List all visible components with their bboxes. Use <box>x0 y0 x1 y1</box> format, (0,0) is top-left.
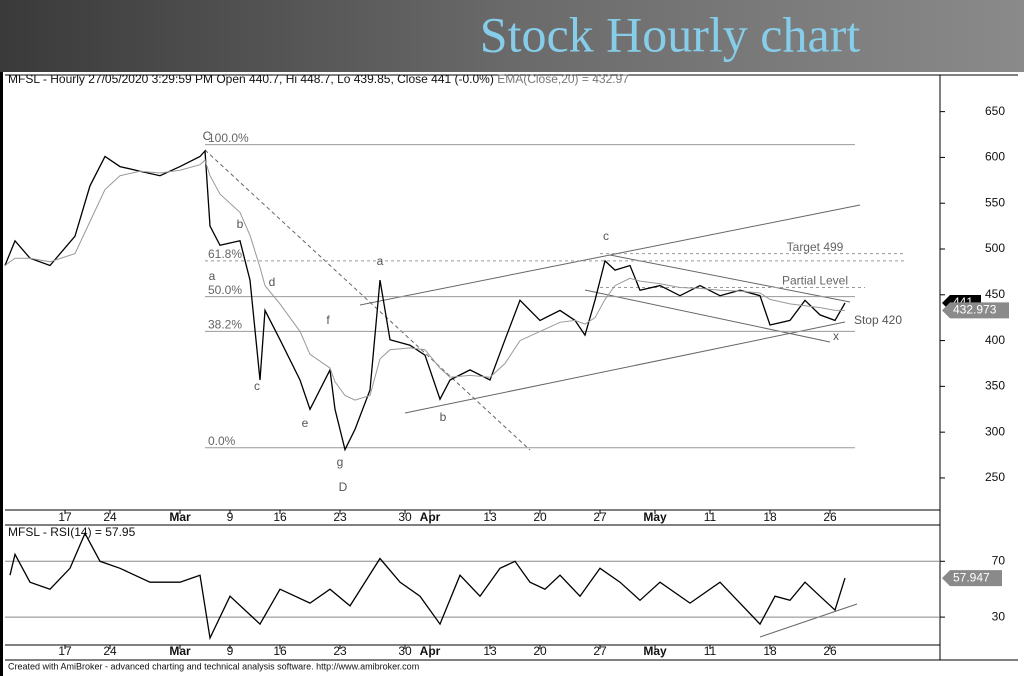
x-tick-label: Apr <box>420 644 441 658</box>
x-tick-label: 20 <box>533 644 547 658</box>
x-tick-label: 13 <box>483 510 497 524</box>
x-tick-label: 23 <box>333 510 347 524</box>
y-tick-label: 300 <box>985 424 1005 438</box>
x-tick-label: 26 <box>823 510 837 524</box>
y-tick-label: 250 <box>985 470 1005 484</box>
level-label: 38.2% <box>208 318 242 332</box>
y-tick-label: 500 <box>985 241 1005 255</box>
chart-area <box>0 72 1024 676</box>
wave-label: f <box>326 313 330 327</box>
x-tick-label: 16 <box>273 644 287 658</box>
rsi-header: MFSL - RSI(14) = 57.95 <box>8 525 136 539</box>
y-tick-label: 400 <box>985 333 1005 347</box>
x-tick-label: May <box>643 510 667 524</box>
header-text: MFSL - Hourly 27/05/2020 3:29:59 PM Open… <box>8 72 494 86</box>
x-tick-label: 18 <box>763 510 777 524</box>
x-tick-label: 24 <box>103 644 117 658</box>
level-label: 50.0% <box>208 283 242 297</box>
x-tick-label: 11 <box>704 644 717 658</box>
x-tick-label: 27 <box>593 644 607 658</box>
price-tag <box>942 302 1009 319</box>
x-tick-label: 13 <box>483 644 497 658</box>
level-label: Partial Level <box>782 274 848 288</box>
x-tick-label: 17 <box>58 644 72 658</box>
x-tick-label: 27 <box>593 510 607 524</box>
y-tick-label: 30 <box>992 609 1006 623</box>
wave-label: c <box>254 379 260 393</box>
header: MFSL - Hourly 27/05/2020 3:29:59 PM Open… <box>8 72 629 86</box>
price-tag <box>942 570 1002 587</box>
wave-label: Stop 420 <box>854 313 902 327</box>
wave-label: a <box>209 269 216 283</box>
down-channel-lower <box>584 289 831 343</box>
price-tag-label: 57.947 <box>953 570 990 584</box>
x-tick-label: 30 <box>398 510 412 524</box>
series-line <box>4 159 845 401</box>
x-tick-label: 30 <box>398 644 412 658</box>
x-tick-label: Mar <box>169 644 191 658</box>
diagonal <box>204 149 531 451</box>
level-label: 61.8% <box>208 247 242 261</box>
y-tick-label: 600 <box>985 150 1005 164</box>
down-channel-upper <box>609 254 851 303</box>
x-tick-label: 17 <box>58 510 72 524</box>
level-label: 100.0% <box>208 131 249 145</box>
y-tick-label: 350 <box>985 379 1005 393</box>
wave-label: b <box>237 217 244 231</box>
x-tick-label: 26 <box>823 644 837 658</box>
x-tick-label: 11 <box>704 510 717 524</box>
ema-text: EMA(Close,20) = 432.97 <box>497 72 629 86</box>
trend-lines <box>204 149 861 638</box>
banner-title: Stock Hourly chart <box>480 6 861 62</box>
y-tick-label: 450 <box>985 287 1005 301</box>
x-tick-label: 20 <box>533 510 547 524</box>
y-tick-label: 70 <box>992 553 1006 567</box>
series-line <box>9 531 846 641</box>
wave-label: d <box>269 275 276 289</box>
x-tick-label: 16 <box>273 510 287 524</box>
channel-lower <box>404 321 846 414</box>
x-tick-label: Mar <box>169 510 191 524</box>
rsi-trend <box>759 603 858 638</box>
price-tag-label: 432.973 <box>953 303 997 317</box>
x-tick-label: 24 <box>103 510 117 524</box>
wave-label: c <box>603 229 609 243</box>
level-label: 0.0% <box>208 434 236 448</box>
y-tick-label: 650 <box>985 104 1005 118</box>
x-tick-label: 9 <box>227 644 234 658</box>
y-tick-label: 550 <box>985 195 1005 209</box>
wave-label: D <box>339 480 348 494</box>
wave-label: e <box>302 416 309 430</box>
x-tick-label: 9 <box>227 510 234 524</box>
wave-label: C <box>203 129 212 143</box>
x-tick-label: Apr <box>420 510 441 524</box>
level-label: Target 499 <box>787 240 844 254</box>
wave-label: a <box>377 254 384 268</box>
x-tick-label: May <box>643 644 667 658</box>
wave-label: b <box>440 410 447 424</box>
footer: Created with AmiBroker - advanced charti… <box>8 661 419 671</box>
x-tick-label: 18 <box>763 644 777 658</box>
banner <box>0 0 1024 72</box>
wave-label: g <box>337 455 344 469</box>
x-tick-label: 23 <box>333 644 347 658</box>
wave-label: x <box>833 329 839 343</box>
